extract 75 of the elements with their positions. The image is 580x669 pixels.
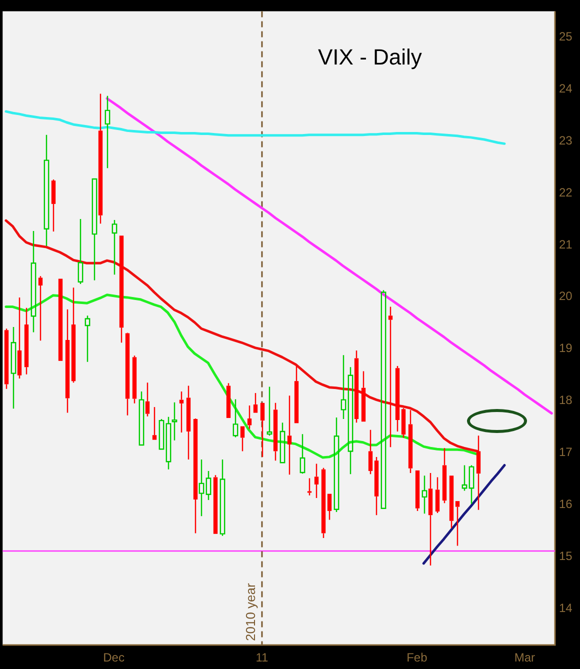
candlestick [462,464,468,492]
text: VIX - Daily [318,44,422,70]
x-tick-label: 11 [256,650,269,665]
candlestick [300,433,306,474]
candlestick [408,410,413,474]
candlestick [145,382,150,418]
candlestick [78,218,84,285]
x-tick-label: Feb [406,650,428,665]
candlestick [112,219,118,276]
candlestick [10,326,16,410]
y-tick-label: 24 [559,81,573,96]
y-tick-label: 25 [559,29,573,44]
candlestick [44,134,50,247]
candlestick [294,365,299,424]
candlestick [92,178,98,281]
candlestick [435,476,440,514]
candlestick [84,315,90,362]
candlestick [273,402,278,462]
candlestick [307,478,312,496]
candlestick [172,402,178,441]
candlestick [51,178,56,232]
candlestick [348,366,354,475]
candlestick [166,416,172,470]
candlestick [340,354,346,420]
candlestick [179,390,184,434]
candlestick [220,458,226,537]
candlestick [422,475,428,514]
y-tick-label: 21 [559,237,573,252]
candlestick [260,402,265,458]
y-tick-label: 20 [559,289,573,304]
x-tick-label: Dec [103,650,124,665]
candlestick [428,472,433,566]
candlestick [125,333,130,416]
x-tick-label: Mar [514,650,536,665]
y-tick-label: 15 [559,548,573,563]
candlestick [354,350,359,424]
candlestick [287,395,292,476]
y-tick-label: 19 [559,341,573,356]
candlestick [361,370,366,422]
candlestick [30,230,36,333]
candlestick [198,458,204,517]
y-tick-label: 18 [559,393,573,408]
candlestick [206,470,212,501]
candlestick [24,307,29,375]
candlestick [247,404,252,430]
candlestick [266,386,272,436]
ref-line-label: 2010 year [243,582,258,641]
candlestick [38,276,43,342]
candlestick [65,308,70,414]
candlestick [442,448,447,504]
candlestick [395,365,400,432]
candlestick [368,429,373,475]
candlestick [455,501,460,546]
y-tick-label: 14 [559,600,573,615]
candlestick [71,286,76,384]
candlestick [119,236,124,344]
candlestick [98,93,103,224]
candlestick [232,398,238,438]
candlestick [388,306,393,448]
candlestick [476,435,481,511]
candlestick [334,416,340,513]
candlestick [240,426,245,452]
candlestick [374,456,379,516]
candlestick [468,464,474,504]
y-tick-label: 23 [559,133,573,148]
candlestick [186,385,191,460]
candlestick [253,392,258,413]
y-tick-label: 22 [559,185,573,200]
y-tick-label: 16 [559,497,573,512]
candlestick [314,463,319,499]
candlestick [152,406,157,440]
candlestick [17,296,22,380]
y-tick-label: 17 [559,445,573,460]
candlestick [104,95,110,169]
candlestick [226,382,231,418]
